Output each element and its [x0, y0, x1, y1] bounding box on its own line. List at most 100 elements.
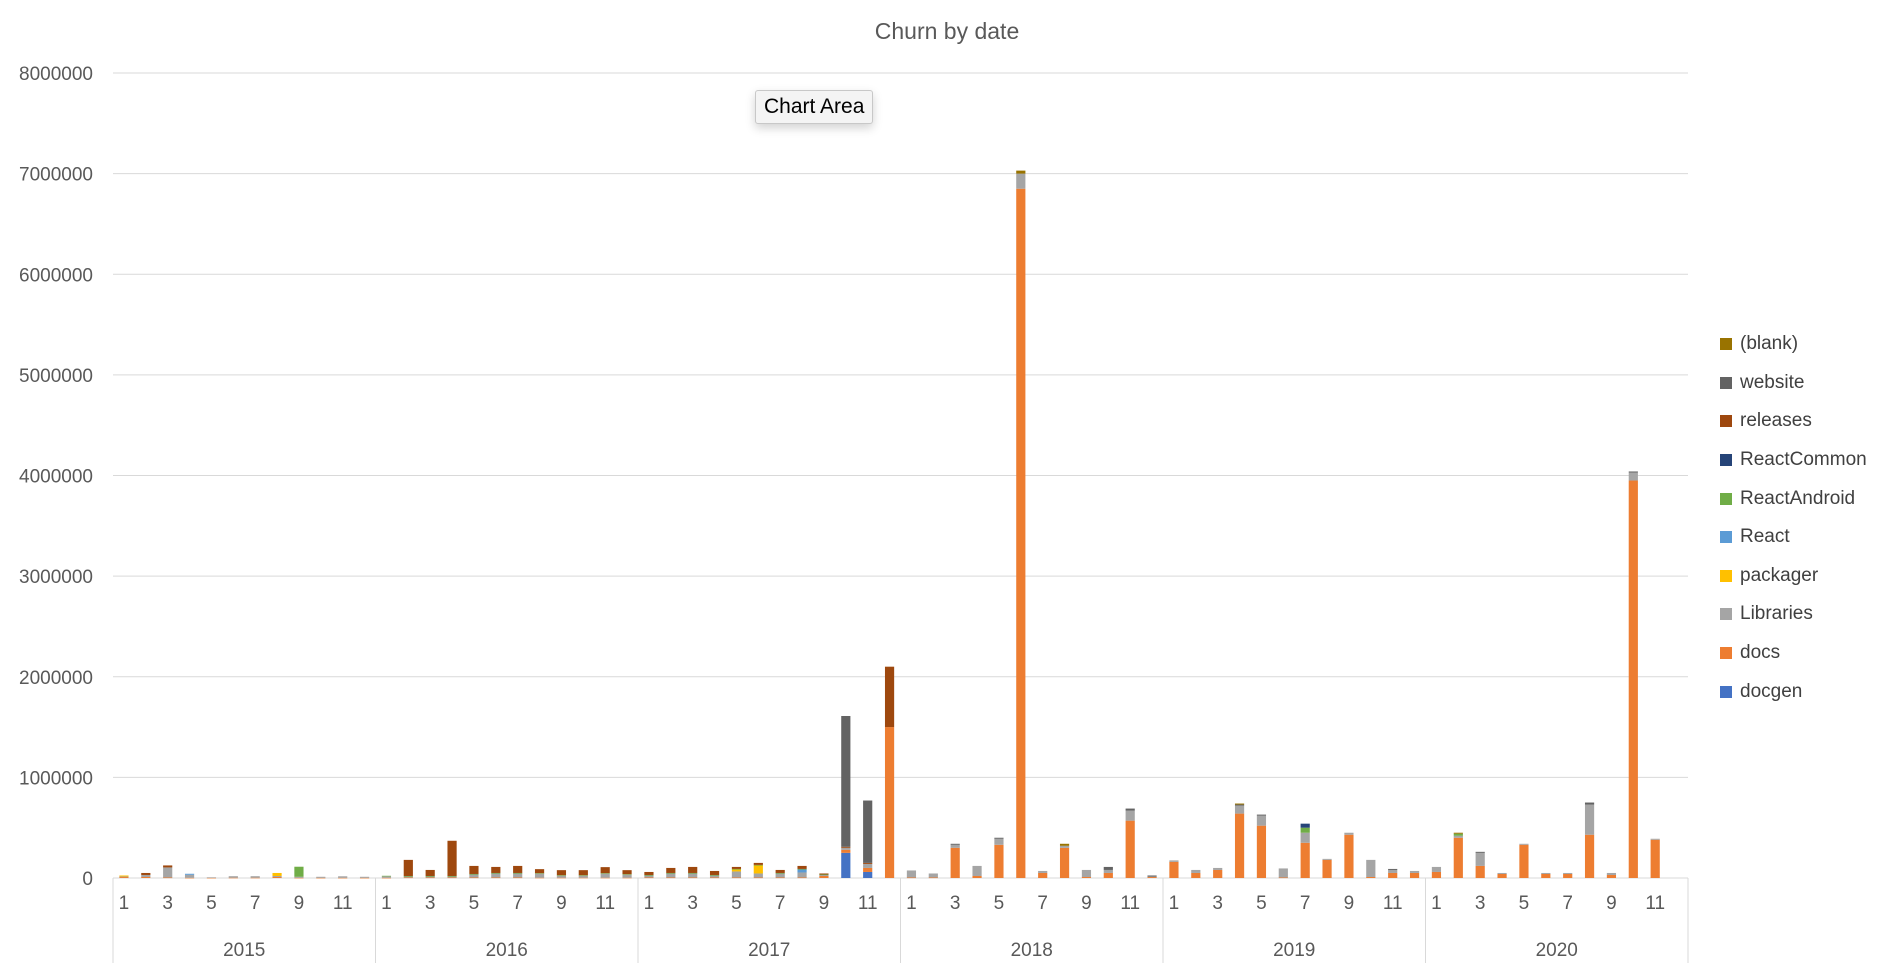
bar-segment-docs: [1322, 859, 1332, 878]
bar-segment-reactandroid: [447, 875, 457, 877]
bar-segment-docs: [819, 875, 829, 878]
bar-segment-libraries: [316, 876, 326, 878]
bar-segment-docs: [1366, 876, 1376, 878]
bar-segment-docs: [1191, 872, 1201, 878]
month-tick-label: 9: [1344, 893, 1355, 914]
legend-swatch: [1720, 492, 1732, 505]
bar-segment-blank: [1234, 803, 1245, 805]
bar-segment-libraries: [272, 875, 282, 877]
bar-segment-reactandroid: [775, 872, 785, 874]
bar-segment-libraries: [359, 876, 370, 878]
bar-segment-docs: [578, 877, 588, 879]
bar-segment-reactandroid: [709, 874, 720, 876]
bar-segment-docs: [600, 877, 610, 879]
bar-segment-libraries: [1409, 870, 1420, 873]
legend-label: docs: [1740, 642, 1781, 664]
bar-segment-docs: [491, 877, 501, 879]
bar-segment-reactandroid: [819, 874, 829, 876]
bar-segment-docs: [1519, 844, 1529, 878]
bar-segment-docs: [644, 877, 654, 879]
bar-segment-reactandroid: [534, 873, 545, 874]
bar-segment-releases: [622, 870, 632, 875]
bar-segment-docs: [1016, 188, 1026, 878]
bar-segment-react: [184, 873, 195, 875]
month-tick-label: 7: [1037, 893, 1048, 914]
legend-label: docgen: [1740, 680, 1803, 702]
bar-segment-libraries: [600, 873, 610, 878]
bar-segment-docs: [1388, 872, 1398, 878]
bar-segment-releases: [469, 865, 479, 874]
y-tick-label: 4000000: [19, 467, 93, 488]
bar-segment-releases: [797, 865, 807, 869]
bar-segment-reactandroid: [753, 864, 763, 866]
bar-segment-docs: [534, 877, 545, 879]
bar-segment-reactandroid: [491, 872, 501, 874]
bar-segment-website: [1475, 851, 1485, 853]
legend-item: website: [1720, 364, 1867, 403]
bar-segment-releases: [600, 867, 610, 874]
y-tick-label: 0: [82, 869, 93, 890]
bar-segment-libraries: [797, 872, 807, 878]
legend-swatch: [1720, 338, 1732, 351]
bar-segment-libraries: [163, 867, 173, 878]
bar-segment-libraries: [250, 876, 260, 878]
bar-segment-docs: [731, 877, 742, 879]
legend-label: ReactCommon: [1740, 449, 1867, 471]
bar-segment-reactandroid: [513, 872, 523, 874]
bar-segment-docs: [753, 877, 763, 879]
bar-segment-libraries: [994, 838, 1004, 845]
y-tick-label: 1000000: [19, 768, 93, 789]
month-tick-label: 7: [1300, 893, 1311, 914]
bar-segment-docs: [1650, 839, 1660, 878]
bar-segment-libraries: [228, 876, 238, 878]
bar-segment-docs: [556, 877, 567, 879]
bar-segment-libraries: [1016, 173, 1026, 189]
bar-segment-docs: [141, 876, 151, 878]
bar-segment-libraries: [1147, 876, 1157, 878]
bar-segment-docs: [1344, 834, 1354, 878]
bar-segment-libraries: [928, 873, 938, 878]
bar-segment-libraries: [775, 873, 785, 878]
bar-segment-reactandroid: [644, 874, 654, 876]
bar-segment-libraries: [1563, 872, 1573, 874]
month-tick-label: 9: [819, 893, 830, 914]
bar-segment-reactandroid: [1453, 833, 1463, 836]
legend-item: Libraries: [1720, 595, 1867, 634]
bar-segment-releases: [578, 870, 588, 876]
legend-item: releases: [1720, 402, 1867, 441]
month-tick-label: 3: [687, 893, 698, 914]
bar-segment-docs: [228, 877, 238, 879]
bar-segment-reactcommon: [1300, 823, 1310, 828]
bar-segment-docs: [184, 877, 195, 879]
legend-label: (blank): [1740, 333, 1799, 355]
bar-segment-libraries: [1038, 870, 1048, 873]
bar-segment-libraries: [1388, 869, 1398, 873]
bar-segment-libraries: [1650, 838, 1660, 840]
bar-segment-libraries: [1278, 868, 1288, 878]
legend-item: docs: [1720, 634, 1867, 673]
bar-segment-releases: [644, 871, 654, 875]
bar-segment-docs: [775, 877, 785, 879]
bar-segment-libraries: [1081, 869, 1092, 877]
bar-segment-docs: [1584, 834, 1595, 878]
month-tick-label: 3: [950, 893, 961, 914]
legend-label: website: [1740, 371, 1805, 393]
bar-segment-docs: [994, 844, 1004, 878]
year-label: 2020: [1536, 940, 1578, 961]
bar-segment-docgen: [841, 852, 851, 878]
month-tick-label: 11: [858, 893, 878, 914]
bar-segment-libraries: [731, 871, 742, 878]
bar-segment-reactandroid: [381, 875, 392, 877]
month-tick-label: 1: [1169, 893, 1180, 914]
month-tick-label: 7: [512, 893, 523, 914]
bar-segment-docs: [272, 876, 282, 878]
bar-segment-libraries: [491, 873, 501, 878]
bar-segment-docs: [884, 727, 895, 878]
bar-segment-libraries: [1519, 843, 1529, 845]
bar-segment-libraries: [688, 873, 698, 878]
legend-swatch: [1720, 685, 1732, 698]
bar-segment-libraries: [1213, 867, 1223, 870]
month-tick-label: 5: [469, 893, 480, 914]
bar-segment-libraries: [622, 874, 632, 878]
